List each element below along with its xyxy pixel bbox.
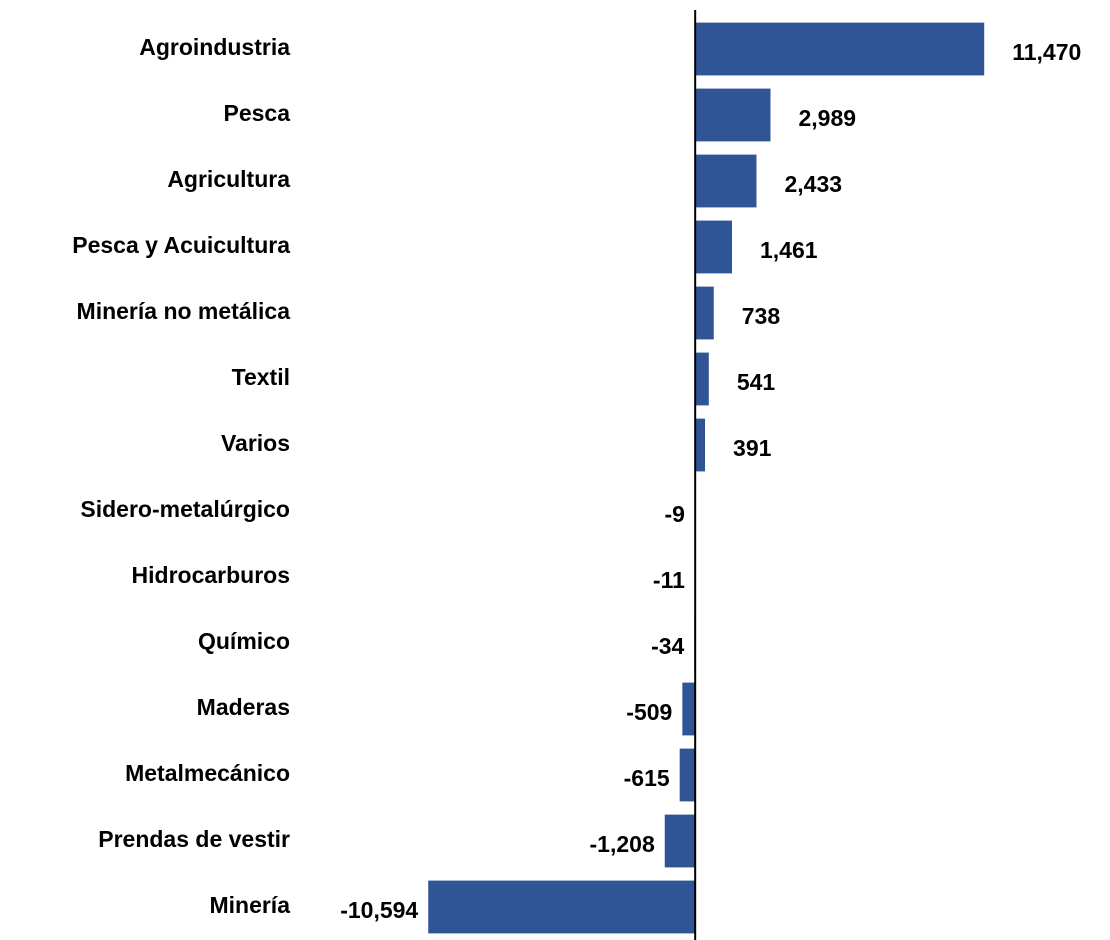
bar [695, 220, 732, 274]
y-tick-label: Textil [232, 364, 290, 390]
y-tick-label: Metalmecánico [125, 760, 290, 786]
y-tick-label: Varios [221, 430, 290, 456]
bar [695, 22, 985, 76]
value-label: 541 [737, 369, 776, 395]
y-tick-label: Químico [198, 628, 290, 654]
bar [682, 682, 696, 736]
bar [695, 352, 709, 406]
value-label: 391 [733, 435, 772, 461]
value-label: 2,433 [784, 171, 842, 197]
value-label: 11,470 [1012, 39, 1081, 65]
value-label: -11 [653, 567, 685, 593]
value-label: -34 [651, 633, 684, 659]
y-tick-label: Agroindustria [139, 34, 290, 60]
value-label: -509 [626, 699, 672, 725]
bar [428, 880, 696, 934]
value-label: 1,461 [760, 237, 818, 263]
y-tick-label: Hidrocarburos [132, 562, 290, 588]
bar [695, 88, 771, 142]
bar [679, 748, 696, 802]
value-label: -615 [624, 765, 670, 791]
y-tick-label: Sidero-metalúrgico [80, 496, 290, 522]
bar [664, 814, 696, 868]
y-tick-label: Minería no metálica [77, 298, 291, 324]
value-label: 2,989 [798, 105, 856, 131]
value-label: -1,208 [590, 831, 655, 857]
y-tick-label: Minería [209, 892, 290, 918]
bar [695, 418, 706, 472]
bar [695, 154, 757, 208]
value-label: -9 [665, 501, 685, 527]
y-tick-label: Pesca [223, 100, 290, 126]
y-tick-label: Maderas [197, 694, 290, 720]
value-label: -10,594 [340, 897, 418, 923]
y-tick-label: Agricultura [167, 166, 290, 192]
value-label: 738 [742, 303, 781, 329]
bar [695, 286, 714, 340]
y-tick-label: Pesca y Acuicultura [72, 232, 290, 258]
y-tick-label: Prendas de vestir [98, 826, 290, 852]
